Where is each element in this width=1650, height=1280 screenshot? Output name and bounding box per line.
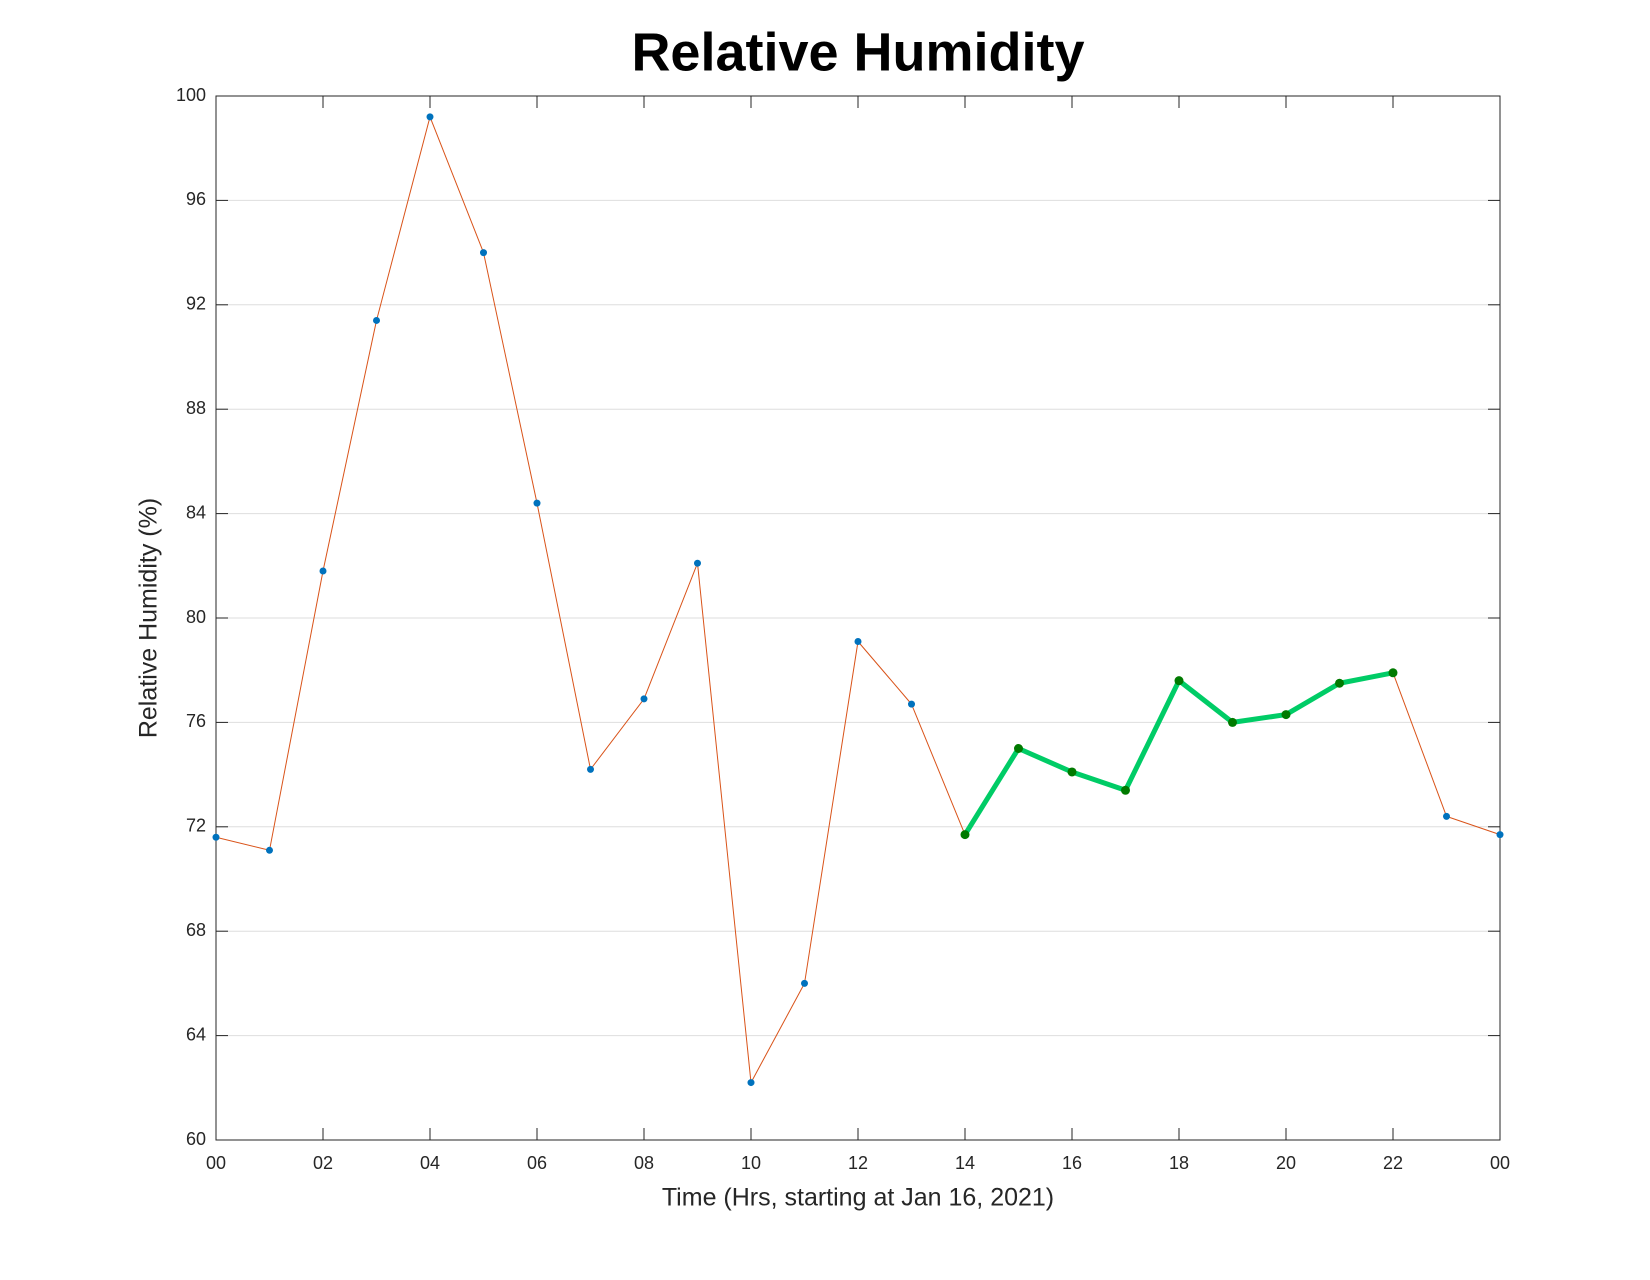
y-tick-label: 76 [186,711,206,731]
x-tick-label: 00 [206,1153,226,1173]
data-point [960,830,970,840]
y-tick-label: 88 [186,398,206,418]
data-point [640,695,648,703]
data-point [1014,744,1023,753]
data-point [1174,676,1184,686]
x-tick-label: 22 [1383,1153,1403,1173]
data-point [1067,767,1077,777]
x-tick-label: 16 [1062,1153,1082,1173]
x-tick-label: 18 [1169,1153,1189,1173]
data-point [801,979,808,987]
data-point [854,637,862,645]
x-tick-label: 20 [1276,1153,1296,1173]
y-tick-label: 60 [186,1129,206,1149]
series-line [962,670,1394,836]
data-point [480,249,487,257]
x-axis-label: Time (Hrs, starting at Jan 16, 2021) [662,1184,1054,1212]
y-tick-label: 68 [186,920,206,940]
x-tick-label: 08 [634,1153,654,1173]
data-point [1281,710,1291,720]
x-tick-label: 12 [848,1153,868,1173]
data-point [533,499,541,507]
data-point [747,1079,755,1087]
data-point [212,833,220,841]
x-tick-label: 06 [527,1153,547,1173]
y-tick-label: 84 [186,502,206,522]
x-tick-label: 10 [741,1153,761,1173]
data-point [908,700,915,708]
data-point [1228,717,1237,727]
y-tick-label: 80 [186,607,206,627]
y-tick-label: 96 [186,189,206,209]
data-point [587,765,594,773]
data-point [1335,678,1344,688]
data-point [266,846,273,854]
chart-title: Relative Humidity [631,22,1084,82]
data-point [373,316,380,324]
data-point [1388,668,1398,678]
x-tick-label: 14 [955,1153,975,1173]
data-point [1443,812,1450,820]
data-point [1121,785,1130,795]
data-point [319,567,327,575]
y-tick-label: 72 [186,816,206,836]
data-point [694,559,701,567]
x-tick-label: 00 [1490,1153,1510,1173]
series-line [215,116,1501,1084]
y-axis-label: Relative Humidity (%) [135,498,163,738]
y-tick-label: 92 [186,294,206,314]
data-point [426,113,434,121]
x-tick-label: 02 [313,1153,333,1173]
y-tick-label: 100 [176,85,206,105]
y-tick-label: 64 [186,1024,206,1044]
data-point [1496,831,1504,839]
plot-frame [215,95,1501,1141]
x-tick-label: 04 [420,1153,440,1173]
